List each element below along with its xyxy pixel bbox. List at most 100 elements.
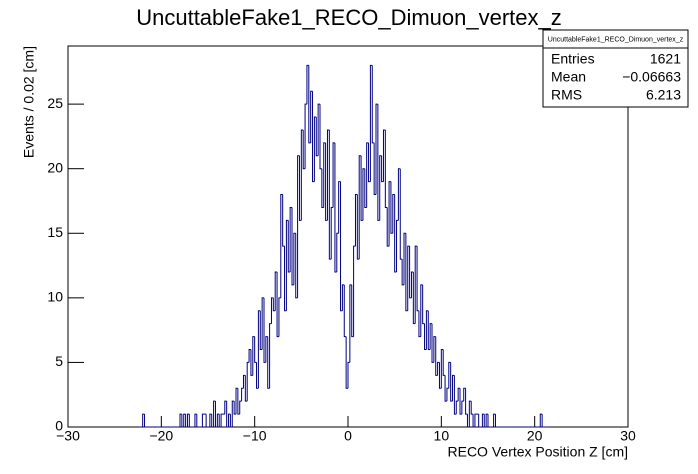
- histogram-bin: [362, 168, 365, 221]
- histogram-bin: [384, 129, 388, 208]
- stats-frame: [542, 29, 689, 108]
- histogram-bin: [291, 207, 294, 286]
- stats-key: Entries: [551, 51, 595, 67]
- histogram-bin: [481, 413, 485, 427]
- histogram-bin: [444, 375, 447, 402]
- histogram-bin: [455, 400, 459, 415]
- histogram-bin: [541, 414, 544, 428]
- histogram-bin: [298, 155, 302, 221]
- histogram-bin: [431, 323, 434, 363]
- histogram-bin: [388, 181, 391, 247]
- histogram-bin: [250, 349, 253, 376]
- histogram-bin: [453, 375, 457, 415]
- histogram-bin: [366, 142, 369, 208]
- histogram-bin: [341, 284, 345, 311]
- histogram-bin: [326, 129, 330, 221]
- histogram-bin: [494, 414, 498, 428]
- histogram-bin: [414, 245, 418, 324]
- histogram-bin: [270, 297, 274, 324]
- histogram-bin: [448, 361, 451, 389]
- histogram-bin: [465, 388, 468, 415]
- histogram-bin: [302, 129, 306, 170]
- histogram-bin: [261, 297, 264, 350]
- histogram-bin: [216, 413, 220, 427]
- histogram-bin: [399, 168, 403, 260]
- histogram-bin: [461, 400, 464, 415]
- histogram-bin: [300, 129, 304, 221]
- histogram-bin: [269, 323, 272, 389]
- histogram-bin: [334, 142, 337, 273]
- histogram-bin: [392, 194, 395, 234]
- histogram-bin: [386, 207, 390, 247]
- histogram-bin: [394, 194, 397, 273]
- histogram-bin: [224, 400, 227, 415]
- histogram-bin: [429, 323, 432, 350]
- histogram-bin: [313, 116, 317, 182]
- x-tick-label: 10: [434, 428, 450, 444]
- histogram-bin: [257, 310, 261, 389]
- histogram-bin: [347, 361, 350, 389]
- histogram-bin: [425, 310, 429, 350]
- histogram-bin: [420, 284, 423, 337]
- histogram-bin: [310, 90, 313, 143]
- histogram-bin: [377, 104, 380, 221]
- x-tick-label: 20: [527, 428, 543, 444]
- histogram-bin: [407, 245, 410, 311]
- histogram-bin: [358, 155, 362, 260]
- histogram-bin: [205, 414, 208, 428]
- histogram-bin: [487, 414, 490, 428]
- histogram-bin: [284, 246, 287, 312]
- histogram-bin: [472, 414, 475, 428]
- histogram-bin: [312, 91, 315, 183]
- histogram-bin: [452, 374, 455, 402]
- histogram-bin: [438, 362, 442, 389]
- histogram-bin: [259, 310, 263, 351]
- histogram-bin: [403, 232, 406, 285]
- histogram-bin: [265, 336, 268, 363]
- histogram-bin: [186, 413, 190, 427]
- histogram-bin: [539, 413, 543, 427]
- histogram-bin: [368, 142, 371, 183]
- x-tick-label: −10: [243, 428, 267, 444]
- histogram-bin: [369, 64, 373, 182]
- y-tick-label: 20: [47, 159, 63, 175]
- histogram-bin: [478, 414, 481, 428]
- histogram-bin: [442, 349, 446, 376]
- histogram-bin: [397, 168, 401, 221]
- histogram-bin: [459, 388, 462, 415]
- y-tick-label: 0: [55, 418, 63, 434]
- y-tick-label: 5: [55, 353, 63, 369]
- y-tick-label: 25: [47, 95, 63, 111]
- histogram-bin: [381, 155, 384, 183]
- histogram-bin: [483, 414, 487, 428]
- x-tick-label: 0: [344, 428, 352, 444]
- histogram-bin: [228, 413, 231, 427]
- histogram-bin: [274, 271, 278, 311]
- histogram-bin: [179, 413, 182, 427]
- histogram-bin: [185, 414, 188, 428]
- histogram-bin: [246, 361, 250, 402]
- histogram-bin: [330, 206, 334, 260]
- histogram-bin: [293, 232, 296, 285]
- histogram-bin: [396, 219, 399, 273]
- histogram-bin: [351, 284, 354, 338]
- x-tick-label: 30: [620, 428, 636, 444]
- histogram-bin: [220, 413, 223, 427]
- histogram-bin: [437, 361, 440, 376]
- histogram-bin: [412, 272, 416, 325]
- histogram-bin: [242, 374, 246, 389]
- histogram-bin: [308, 65, 311, 144]
- histogram-bin: [332, 142, 335, 208]
- histogram-bin: [382, 129, 386, 182]
- histogram-bin: [229, 414, 233, 428]
- histogram-bin: [244, 375, 248, 402]
- histogram-bin: [211, 414, 214, 428]
- histogram-bin: [181, 414, 184, 428]
- histogram-bin: [209, 413, 212, 427]
- histogram-bin: [241, 387, 244, 402]
- histogram-bin: [196, 414, 199, 428]
- histogram-bin: [280, 194, 283, 298]
- y-tick-label: 10: [47, 289, 63, 305]
- histogram-bin: [285, 219, 289, 311]
- histogram-bin: [364, 168, 367, 208]
